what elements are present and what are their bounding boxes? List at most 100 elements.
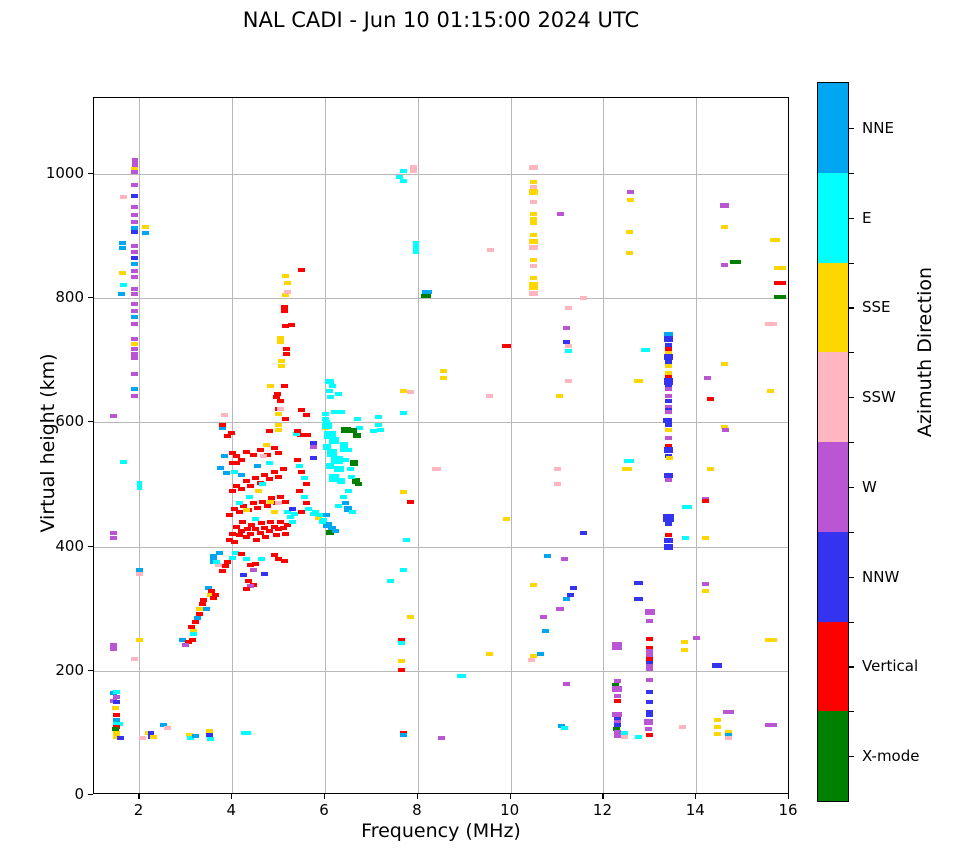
data-point	[767, 389, 774, 394]
data-point	[664, 370, 672, 375]
data-point	[348, 427, 357, 433]
data-point	[252, 538, 260, 543]
data-point	[486, 393, 494, 398]
data-point	[310, 441, 318, 446]
data-point	[337, 410, 345, 415]
data-point	[664, 436, 672, 441]
data-point	[277, 494, 285, 499]
data-point	[238, 551, 246, 556]
data-point	[528, 658, 536, 663]
x-tick	[602, 794, 604, 799]
data-point	[702, 582, 710, 587]
data-point	[277, 519, 285, 524]
data-point	[333, 465, 344, 472]
data-point	[231, 469, 239, 474]
data-point	[112, 718, 120, 723]
data-point	[282, 499, 290, 504]
data-point	[612, 641, 623, 650]
data-point	[289, 507, 297, 512]
data-point	[646, 699, 654, 704]
data-point	[131, 346, 139, 351]
x-gridline	[696, 98, 698, 793]
data-point	[233, 524, 241, 529]
data-point	[277, 339, 285, 344]
data-point	[501, 343, 511, 348]
data-point	[314, 515, 322, 520]
data-point	[439, 375, 447, 380]
data-point	[556, 211, 564, 216]
data-point	[277, 398, 285, 403]
data-point	[280, 384, 288, 389]
data-point	[131, 309, 139, 314]
data-point	[537, 651, 545, 656]
data-point	[254, 488, 262, 493]
colorbar-category-label: W	[862, 477, 877, 496]
data-point	[457, 673, 467, 678]
data-point	[135, 571, 143, 576]
data-point	[530, 233, 538, 238]
data-point	[179, 637, 187, 642]
data-point	[280, 309, 288, 314]
data-point	[238, 519, 246, 524]
data-point	[251, 516, 259, 521]
data-point	[224, 560, 232, 565]
data-point	[245, 494, 253, 499]
data-point	[409, 164, 417, 173]
colorbar-category-label: Vertical	[862, 657, 919, 676]
data-point	[316, 513, 324, 518]
data-point	[117, 736, 125, 741]
data-point	[242, 556, 250, 561]
data-point	[110, 414, 118, 419]
data-point	[303, 501, 310, 506]
data-point	[300, 476, 308, 481]
data-point	[702, 499, 710, 504]
data-point	[720, 425, 728, 430]
data-point	[249, 501, 257, 506]
data-point	[664, 407, 672, 412]
colorbar-boundary-tick	[849, 442, 854, 444]
data-point	[261, 572, 269, 577]
data-point	[529, 282, 539, 291]
x-tick-label: 6	[319, 801, 329, 819]
data-point	[330, 410, 338, 415]
data-point	[530, 276, 538, 281]
data-point	[664, 360, 672, 364]
data-point	[275, 412, 283, 417]
data-point	[725, 733, 733, 738]
x-gridline	[510, 98, 512, 793]
data-point	[112, 713, 120, 718]
data-point	[196, 611, 204, 616]
data-point	[322, 521, 332, 528]
data-point	[131, 302, 139, 307]
data-point	[112, 699, 120, 704]
data-point	[529, 165, 539, 171]
data-point	[530, 216, 538, 221]
x-tick-label: 12	[592, 801, 613, 819]
data-point	[325, 462, 334, 469]
data-point	[198, 602, 206, 607]
data-point	[352, 433, 361, 439]
data-point	[663, 537, 673, 543]
data-point	[530, 211, 538, 216]
data-point	[344, 506, 353, 513]
data-point	[287, 322, 295, 327]
data-point	[218, 426, 226, 431]
data-point	[644, 609, 655, 616]
data-point	[553, 481, 561, 486]
data-point	[613, 717, 621, 722]
data-point	[439, 369, 447, 374]
data-point	[131, 351, 139, 356]
data-point	[268, 496, 276, 501]
data-point	[321, 417, 329, 422]
data-point	[562, 339, 570, 344]
data-point	[612, 686, 623, 693]
data-point	[721, 427, 729, 432]
data-point	[486, 651, 494, 656]
data-point	[612, 712, 623, 718]
data-point	[613, 698, 621, 703]
data-point	[270, 553, 278, 558]
data-point	[131, 355, 139, 360]
data-point	[662, 513, 674, 522]
data-point	[118, 271, 126, 276]
data-point	[189, 632, 197, 637]
